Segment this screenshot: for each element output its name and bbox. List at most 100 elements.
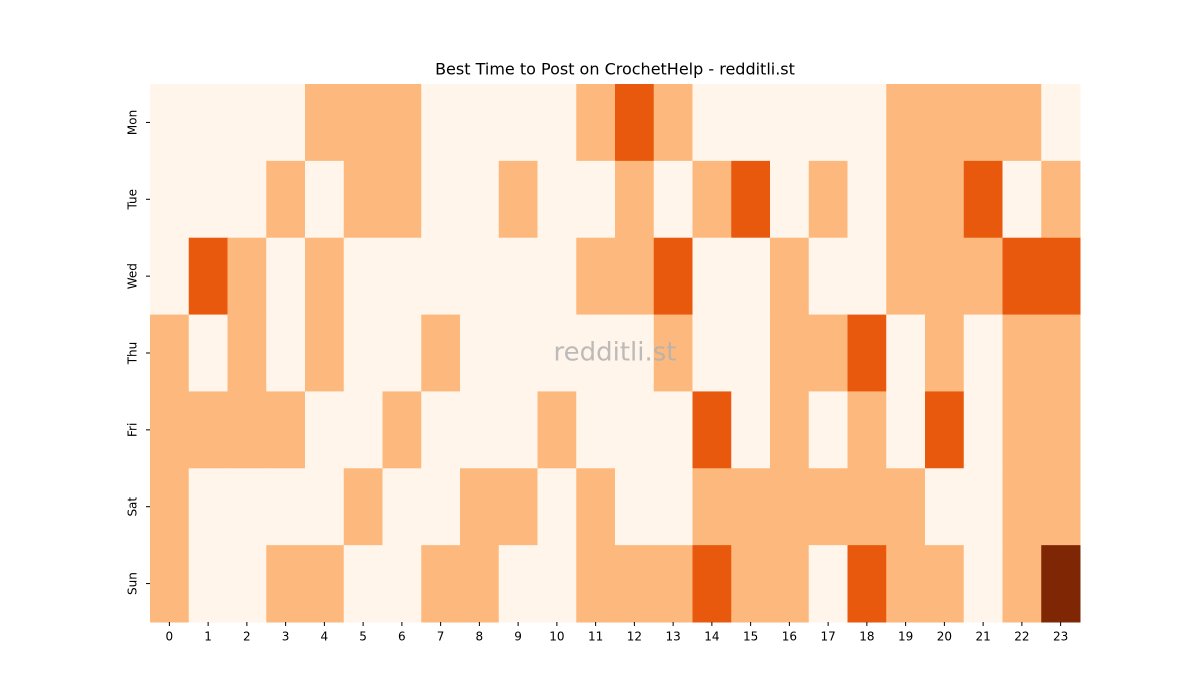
heatmap-cell <box>847 237 887 316</box>
heatmap-cell <box>460 545 500 623</box>
heatmap-cell <box>305 545 345 623</box>
heatmap-cell <box>305 160 345 239</box>
heatmap-cell <box>266 545 306 623</box>
heatmap-cell <box>615 160 655 239</box>
heatmap-cell <box>847 468 887 546</box>
heatmap-cell <box>150 237 190 316</box>
x-tick-label: 1 <box>204 630 212 644</box>
heatmap-cell <box>770 84 810 162</box>
heatmap-cell <box>1002 545 1042 623</box>
heatmap-cell <box>1002 314 1042 392</box>
heatmap-cell <box>925 468 965 546</box>
heatmap-cell <box>382 468 422 546</box>
heatmap-cell <box>421 84 461 162</box>
heatmap-cell <box>731 314 771 392</box>
heatmap-cell <box>808 391 848 469</box>
heatmap-cell <box>576 237 616 316</box>
heatmap-cell <box>808 237 848 316</box>
heatmap-cell <box>188 545 228 623</box>
heatmap-cell <box>1002 160 1042 239</box>
heatmap-cell <box>886 84 926 162</box>
heatmap-cell <box>188 314 228 392</box>
y-tick-label: Tue <box>126 189 140 211</box>
heatmap-cell <box>537 84 577 162</box>
heatmap-cell <box>886 545 926 623</box>
x-tick-label: 11 <box>588 630 603 644</box>
x-tick-label: 3 <box>282 630 290 644</box>
heatmap-cell <box>382 237 422 316</box>
y-tick-label: Mon <box>126 110 140 135</box>
x-tick-label: 12 <box>627 630 642 644</box>
heatmap-cell <box>731 84 771 162</box>
heatmap-cell <box>150 391 190 469</box>
heatmap-cell <box>343 468 383 546</box>
chart-title: Best Time to Post on CrochetHelp - reddi… <box>435 60 795 79</box>
heatmap-cell <box>963 468 1003 546</box>
x-tick-label: 23 <box>1053 630 1068 644</box>
heatmap-cell <box>808 160 848 239</box>
heatmap-cell <box>808 314 848 392</box>
heatmap-cell <box>150 314 190 392</box>
heatmap-cell <box>925 314 965 392</box>
heatmap-cell <box>886 237 926 316</box>
heatmap-cell <box>576 468 616 546</box>
heatmap-cell <box>847 84 887 162</box>
x-tick-label: 0 <box>166 630 174 644</box>
heatmap-cell <box>1002 468 1042 546</box>
heatmap-cell <box>963 545 1003 623</box>
heatmap-cell <box>963 391 1003 469</box>
heatmap-cell <box>537 391 577 469</box>
heatmap-cell <box>963 314 1003 392</box>
heatmap-cell <box>305 84 345 162</box>
heatmap-cell <box>653 391 693 469</box>
heatmap-cell <box>653 160 693 239</box>
heatmap-cell <box>576 314 616 392</box>
heatmap-cell <box>847 545 887 623</box>
heatmap-cell <box>460 468 500 546</box>
heatmap-cell <box>150 468 190 546</box>
heatmap-cell <box>925 84 965 162</box>
heatmap-cell <box>847 160 887 239</box>
x-tick-label: 5 <box>359 630 367 644</box>
x-tick-label: 8 <box>476 630 484 644</box>
heatmap-cell <box>460 237 500 316</box>
heatmap-cell <box>498 391 538 469</box>
x-tick-label: 17 <box>820 630 835 644</box>
x-tick-label: 6 <box>398 630 406 644</box>
heatmap-cell <box>150 545 190 623</box>
heatmap-cell <box>382 545 422 623</box>
heatmap-cell <box>925 160 965 239</box>
heatmap-cell <box>925 237 965 316</box>
x-tick-label: 7 <box>437 630 445 644</box>
heatmap-cell <box>886 391 926 469</box>
x-tick-label: 19 <box>898 630 913 644</box>
heatmap-cell <box>188 84 228 162</box>
heatmap-cell <box>227 468 267 546</box>
heatmap-cell <box>692 84 732 162</box>
heatmap-cell <box>498 237 538 316</box>
heatmap-cell <box>576 84 616 162</box>
heatmap-cell <box>770 160 810 239</box>
heatmap-cell <box>692 160 732 239</box>
x-tick-label: 13 <box>665 630 680 644</box>
heatmap-cell <box>886 468 926 546</box>
x-tick-label: 15 <box>743 630 758 644</box>
heatmap-cell <box>343 160 383 239</box>
heatmap-cell <box>150 160 190 239</box>
heatmap-cell <box>460 160 500 239</box>
heatmap-cell <box>770 468 810 546</box>
y-tick-label: Sun <box>126 572 140 595</box>
heatmap-cell <box>498 314 538 392</box>
heatmap-cell <box>808 468 848 546</box>
heatmap-cell <box>343 545 383 623</box>
heatmap-cell <box>227 391 267 469</box>
heatmap-cell <box>1041 237 1081 316</box>
heatmap-cell <box>925 545 965 623</box>
x-tick-label: 22 <box>1014 630 1029 644</box>
heatmap-cell <box>925 391 965 469</box>
heatmap-cell <box>498 84 538 162</box>
heatmap-cell <box>266 84 306 162</box>
heatmap-cell <box>498 160 538 239</box>
heatmap-cell <box>498 545 538 623</box>
